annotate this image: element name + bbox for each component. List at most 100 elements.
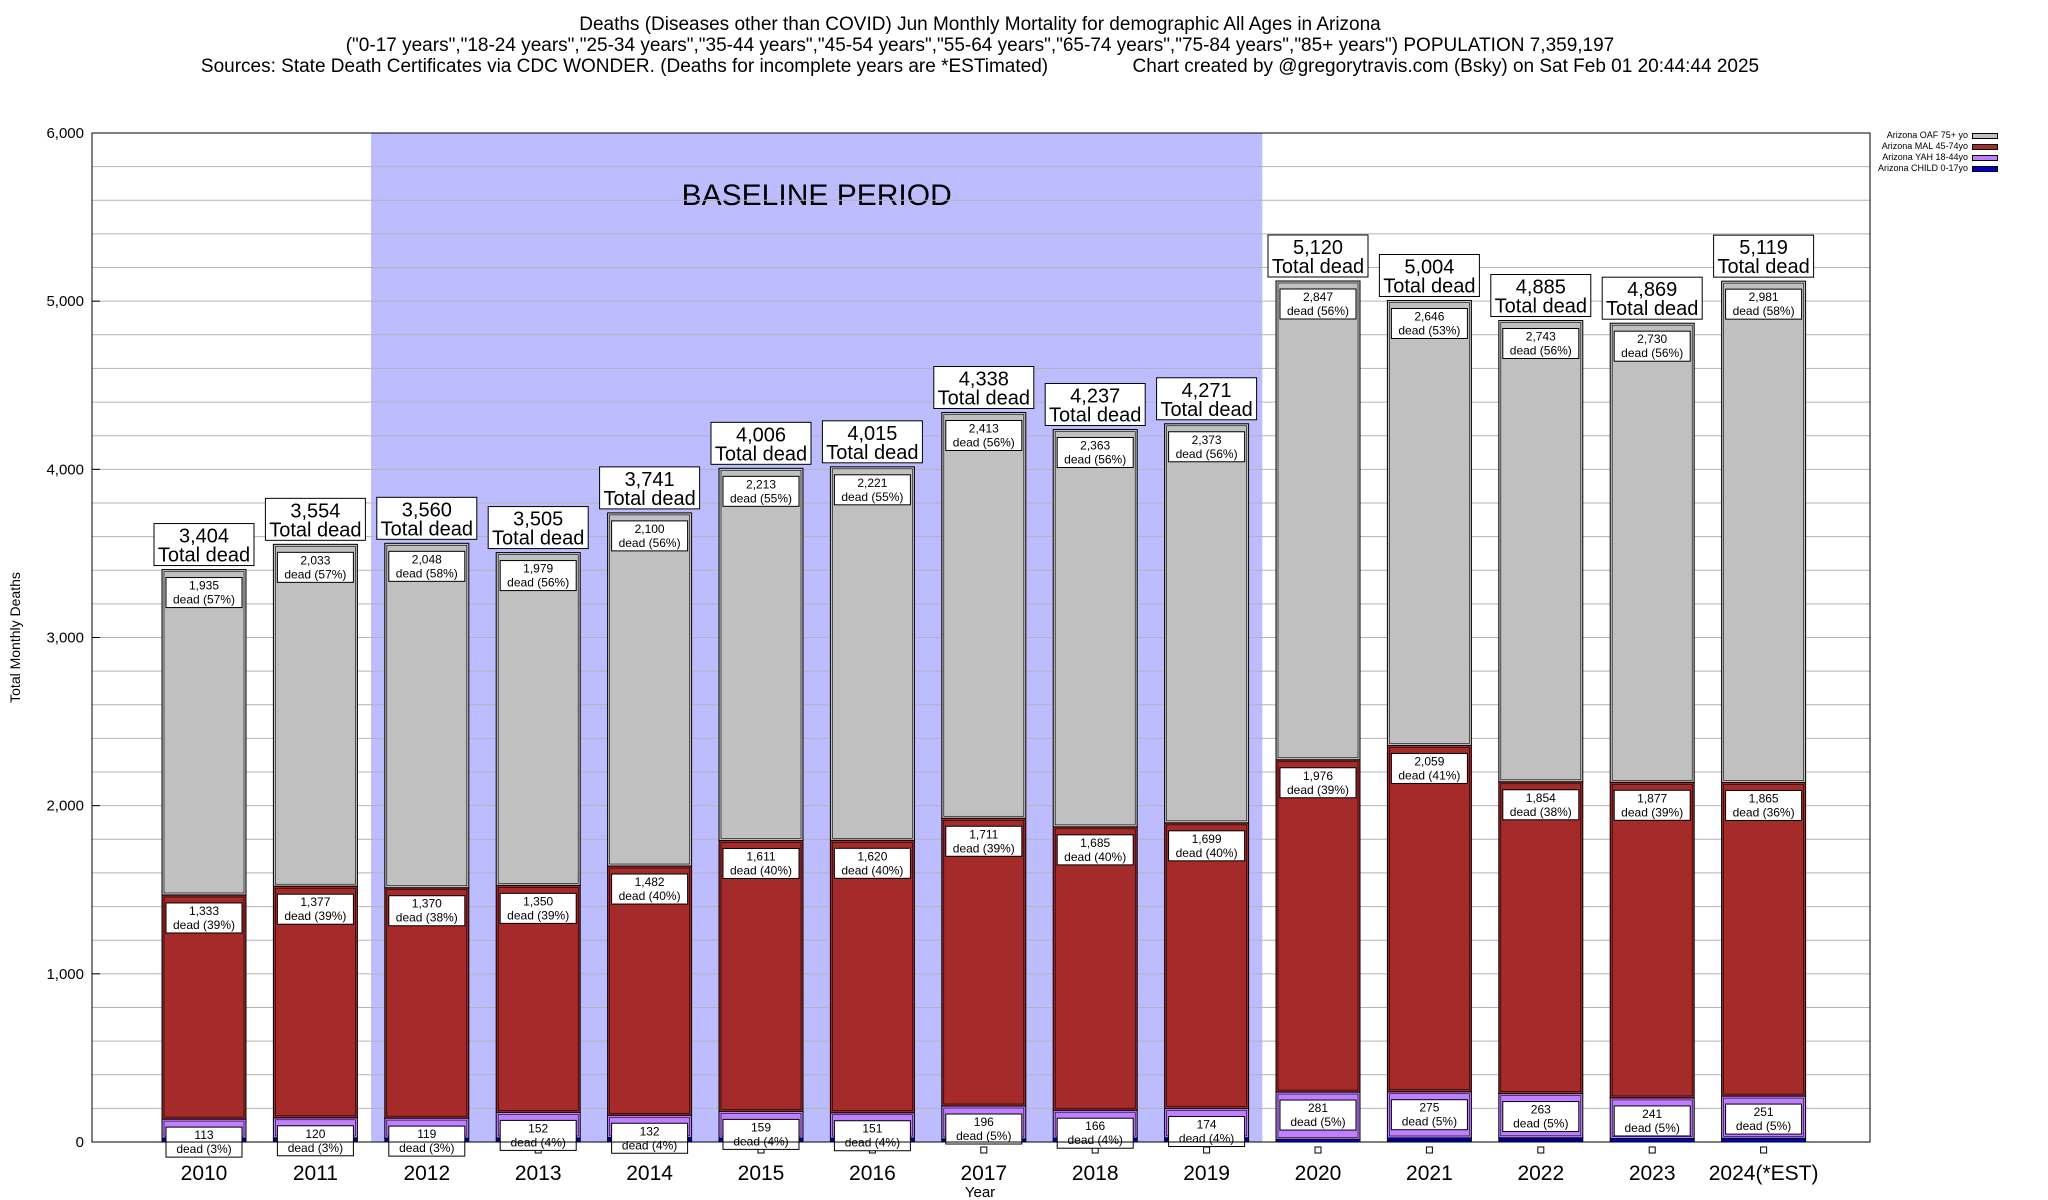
total-label-value: 3,560 <box>402 499 452 521</box>
bar-segment-inset <box>1723 784 1804 1095</box>
data-label-value: 1,685 <box>1080 836 1110 850</box>
data-label-value: 281 <box>1308 1101 1328 1115</box>
bar-segment-inset <box>1054 828 1136 1109</box>
x-tick-label: 2012 <box>403 1162 450 1185</box>
plot-border <box>91 132 1871 1143</box>
data-label-pct: dead (39%) <box>173 918 235 932</box>
data-label-value: 113 <box>194 1128 213 1142</box>
total-label-box <box>1267 234 1369 278</box>
legend-item-yah: Arizona YAH 18-44yo <box>1828 152 1998 163</box>
bar-segment-mal <box>1164 822 1250 1110</box>
total-label-box <box>821 420 923 464</box>
bar-segment-oaf <box>1275 280 1361 761</box>
child-marker <box>1203 1146 1211 1154</box>
data-label-pct: dead (40%) <box>619 889 681 903</box>
x-tick-label: 2021 <box>1406 1162 1453 1185</box>
total-label-text: Total dead <box>826 442 918 464</box>
data-label-box <box>722 475 800 507</box>
data-label-pct: dead (56%) <box>1176 447 1238 461</box>
chart-legend: Arizona OAF 75+ yo Arizona MAL 45-74yo A… <box>1828 130 1998 174</box>
legend-label-mal: Arizona MAL 45-74yo <box>1881 141 1968 151</box>
data-label-box <box>1168 830 1246 862</box>
bar-segment-inset <box>275 887 356 1117</box>
total-label-value: 4,237 <box>1070 385 1120 407</box>
data-label-pct: dead (5%) <box>1402 1115 1457 1129</box>
data-label-box <box>1725 789 1803 821</box>
data-label-pct: dead (57%) <box>284 567 346 581</box>
data-label-pct: dead (5%) <box>1513 1117 1568 1131</box>
chart-source-credit: Sources: State Death Certificates via CD… <box>200 56 1760 77</box>
data-label-value: 1,935 <box>189 579 219 593</box>
data-label-value: 275 <box>1419 1101 1439 1115</box>
data-label-pct: dead (38%) <box>1510 805 1572 819</box>
bar-segment-child <box>1609 1137 1695 1143</box>
data-label-pct: dead (40%) <box>1176 846 1238 860</box>
data-label-box <box>499 892 577 924</box>
data-label-box <box>833 847 911 879</box>
total-label-value: 4,338 <box>959 368 1009 390</box>
data-label-value: 241 <box>1642 1107 1662 1121</box>
child-marker <box>1314 1146 1322 1154</box>
total-label-value: 3,554 <box>290 500 340 522</box>
x-tick-label: 2015 <box>738 1162 785 1185</box>
data-label-box <box>1613 789 1691 821</box>
total-label-box <box>710 421 812 465</box>
data-label-value: 1,333 <box>189 904 219 918</box>
data-label-box <box>1613 1105 1691 1137</box>
bar-segment-inset <box>1054 431 1136 826</box>
total-label-value: 4,006 <box>736 424 786 446</box>
total-label-text: Total dead <box>1383 275 1475 297</box>
data-label-value: 2,743 <box>1526 330 1556 344</box>
legend-label-yah: Arizona YAH 18-44yo <box>1882 152 1968 162</box>
bar-segment-inset <box>1277 761 1359 1091</box>
legend-swatch-oaf <box>1972 132 1998 139</box>
data-label-pct: dead (5%) <box>956 1129 1011 1143</box>
data-label-value: 2,059 <box>1414 754 1444 768</box>
bar-segment-mal <box>1275 759 1361 1093</box>
total-label-text: Total dead <box>492 528 584 550</box>
data-label-value: 1,979 <box>523 562 553 576</box>
bar-segment-inset <box>1500 1095 1582 1137</box>
total-label-value: 3,741 <box>625 469 675 491</box>
bar-segment-inset <box>1611 324 1693 781</box>
data-label-box <box>1613 330 1691 362</box>
data-label-pct: dead (40%) <box>730 863 792 877</box>
data-label-value: 1,377 <box>300 895 330 909</box>
x-tick-label: 2020 <box>1295 1162 1342 1185</box>
data-label-pct: dead (40%) <box>841 863 903 877</box>
total-label-value: 3,404 <box>179 526 229 548</box>
total-label-text: Total dead <box>1495 296 1587 318</box>
total-label-value: 4,885 <box>1516 277 1566 299</box>
data-label-value: 2,847 <box>1303 290 1333 304</box>
data-label-value: 1,854 <box>1526 791 1556 805</box>
data-label-value: 1,482 <box>635 875 665 889</box>
bar-segment-mal <box>941 817 1027 1107</box>
bar-segment-oaf <box>161 569 247 896</box>
bar-segment-oaf <box>1498 320 1584 783</box>
data-label-pct: dead (53%) <box>1398 323 1460 337</box>
data-label-box <box>1168 431 1246 463</box>
bar-segment-inset <box>943 819 1025 1105</box>
bar-segment-inset <box>1723 282 1804 781</box>
bar-segment-oaf <box>272 543 358 887</box>
bar-segment-inset <box>1277 282 1359 759</box>
data-label-value: 2,213 <box>746 477 776 491</box>
x-tick-label: 2013 <box>515 1162 562 1185</box>
data-label-value: 1,699 <box>1192 832 1222 846</box>
bar-segment-inset <box>1500 783 1582 1092</box>
data-label-value: 2,100 <box>635 522 665 536</box>
bar-segment-child <box>1721 1137 1807 1143</box>
total-label-box <box>1378 253 1480 297</box>
data-label-pct: dead (40%) <box>1064 850 1126 864</box>
data-label-value: 1,877 <box>1637 791 1667 805</box>
data-label-value: 174 <box>1197 1118 1217 1132</box>
data-label-pct: dead (57%) <box>173 593 235 607</box>
data-label-pct: dead (36%) <box>1733 805 1795 819</box>
bar-segment-oaf <box>1052 428 1138 828</box>
data-label-box <box>1279 1099 1357 1131</box>
data-label-box <box>499 560 577 592</box>
bar-segment-inset <box>1611 1099 1693 1137</box>
total-label-box <box>1490 274 1592 318</box>
data-label-box <box>276 551 354 583</box>
data-label-pct: dead (4%) <box>845 1136 900 1150</box>
